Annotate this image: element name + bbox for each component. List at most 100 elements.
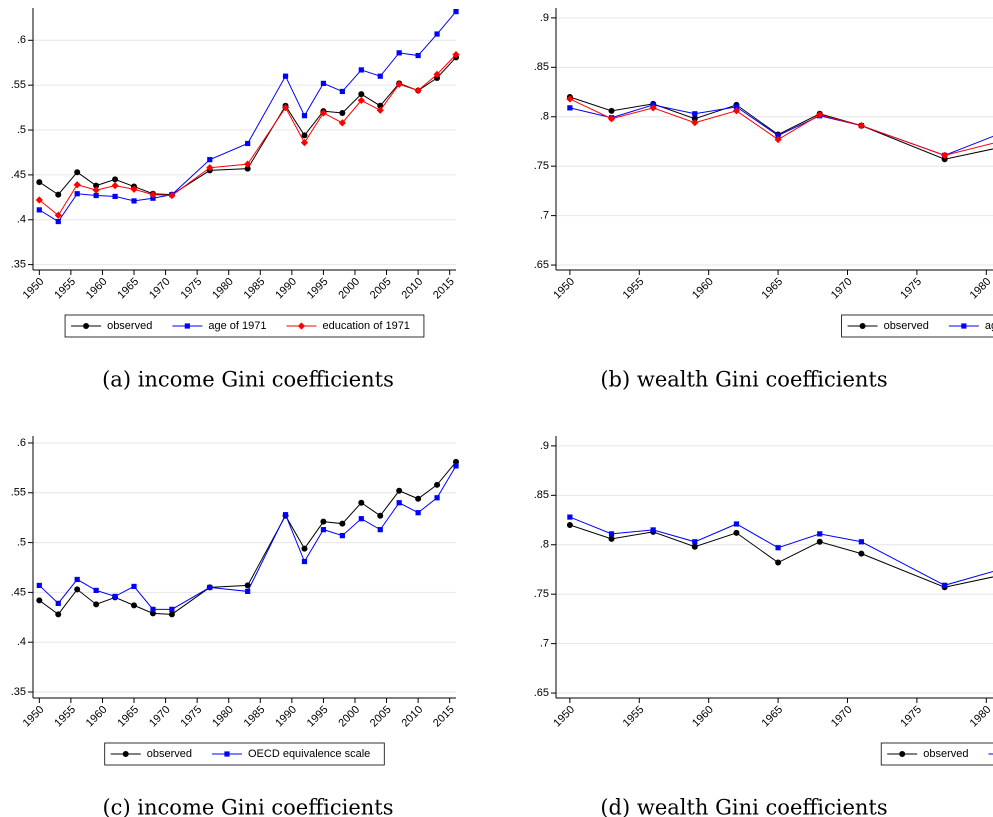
marker bbox=[567, 514, 573, 520]
marker bbox=[74, 576, 80, 583]
marker bbox=[320, 527, 327, 533]
marker bbox=[733, 521, 740, 527]
legend-label: observed bbox=[923, 748, 968, 760]
caption: (c) income Gini coefficients bbox=[102, 796, 393, 817]
caption: (a) income Gini coefficients bbox=[102, 368, 394, 392]
x-tick-label: 1975 bbox=[898, 276, 924, 302]
marker bbox=[732, 107, 741, 115]
legend-entry: OECD equivalence scale bbox=[211, 748, 370, 760]
marker bbox=[415, 510, 421, 516]
y-tick-label: .65 bbox=[534, 259, 549, 271]
marker bbox=[691, 115, 698, 122]
y-tick-label: .35 bbox=[11, 686, 26, 698]
marker bbox=[207, 584, 213, 591]
marker bbox=[339, 88, 345, 95]
y-tick-label: .6 bbox=[17, 437, 26, 449]
marker bbox=[150, 606, 156, 612]
x-tick-label: 1985 bbox=[242, 704, 268, 730]
marker bbox=[650, 527, 656, 533]
marker bbox=[93, 601, 100, 608]
y-tick-label: .5 bbox=[17, 124, 26, 136]
marker bbox=[36, 179, 43, 186]
y-tick-label: .9 bbox=[540, 12, 549, 24]
marker bbox=[434, 31, 440, 37]
x-tick-label: 1975 bbox=[179, 276, 205, 302]
x-tick-label: 1980 bbox=[210, 276, 236, 302]
marker bbox=[169, 606, 175, 612]
legend-label: age of 1971 bbox=[985, 320, 993, 332]
marker bbox=[857, 122, 865, 130]
marker bbox=[301, 545, 308, 552]
marker bbox=[775, 559, 782, 566]
marker bbox=[608, 107, 615, 114]
marker bbox=[320, 80, 327, 86]
marker bbox=[358, 67, 364, 73]
series-line bbox=[569, 98, 993, 156]
legend-entry: age of 1971 bbox=[172, 320, 266, 332]
x-tick-label: 2010 bbox=[399, 276, 425, 302]
marker bbox=[300, 138, 309, 147]
marker bbox=[301, 132, 308, 139]
y-tick-label: .55 bbox=[11, 79, 26, 91]
marker bbox=[206, 164, 214, 172]
x-tick-label: 1955 bbox=[52, 276, 78, 302]
marker bbox=[692, 539, 698, 545]
y-tick-label: .4 bbox=[17, 214, 26, 226]
y-tick-label: .7 bbox=[540, 210, 549, 222]
y-tick-label: .75 bbox=[534, 160, 549, 172]
caption: (b) wealth Gini coefficients bbox=[600, 368, 887, 392]
marker bbox=[377, 73, 383, 79]
marker bbox=[282, 73, 289, 79]
x-tick-label: 2015 bbox=[431, 276, 457, 302]
marker bbox=[319, 109, 328, 117]
marker bbox=[244, 582, 251, 589]
marker bbox=[35, 196, 43, 204]
marker bbox=[377, 512, 384, 519]
marker bbox=[858, 550, 865, 557]
legend-label: observed bbox=[147, 748, 192, 760]
y-tick-label: .6 bbox=[17, 34, 26, 46]
y-tick-label: .7 bbox=[540, 638, 549, 650]
legend-entry: age of 1971 bbox=[948, 320, 993, 332]
x-tick-label: 1975 bbox=[179, 704, 205, 730]
marker bbox=[774, 135, 782, 144]
marker bbox=[395, 80, 403, 88]
x-tick-label: 1985 bbox=[242, 276, 268, 302]
marker bbox=[112, 193, 118, 200]
x-tick-label: 1980 bbox=[968, 704, 993, 730]
legend-box bbox=[104, 742, 385, 766]
legend-entry: education of 1971 bbox=[286, 320, 410, 332]
marker bbox=[377, 102, 384, 109]
x-tick-label: 1965 bbox=[115, 276, 141, 302]
marker bbox=[452, 51, 460, 59]
legend-label: age of 1971 bbox=[208, 320, 266, 332]
marker bbox=[36, 207, 42, 213]
marker bbox=[453, 8, 459, 15]
marker bbox=[93, 182, 100, 189]
marker bbox=[733, 104, 740, 110]
x-tick-label: 1950 bbox=[551, 704, 577, 730]
marker bbox=[858, 539, 864, 545]
marker bbox=[168, 191, 176, 200]
legend-box bbox=[64, 314, 425, 338]
x-tick-label: 1995 bbox=[305, 704, 331, 730]
y-tick-label: .5 bbox=[17, 536, 26, 548]
marker bbox=[607, 115, 616, 123]
marker bbox=[168, 611, 175, 618]
marker bbox=[301, 558, 308, 565]
x-tick-label: 1970 bbox=[829, 704, 855, 730]
marker bbox=[131, 602, 138, 609]
y-tick-label: .55 bbox=[11, 487, 26, 499]
marker bbox=[649, 104, 657, 112]
legend: observed age of 1971 education of 1971 bbox=[64, 314, 425, 338]
marker bbox=[55, 218, 61, 225]
marker bbox=[859, 323, 866, 329]
marker bbox=[899, 751, 906, 757]
legend-box bbox=[880, 742, 993, 766]
legend-label: education of 1971 bbox=[322, 320, 409, 332]
marker bbox=[297, 322, 306, 330]
marker bbox=[339, 109, 346, 116]
y-tick-label: .9 bbox=[540, 440, 549, 452]
marker bbox=[567, 105, 573, 111]
